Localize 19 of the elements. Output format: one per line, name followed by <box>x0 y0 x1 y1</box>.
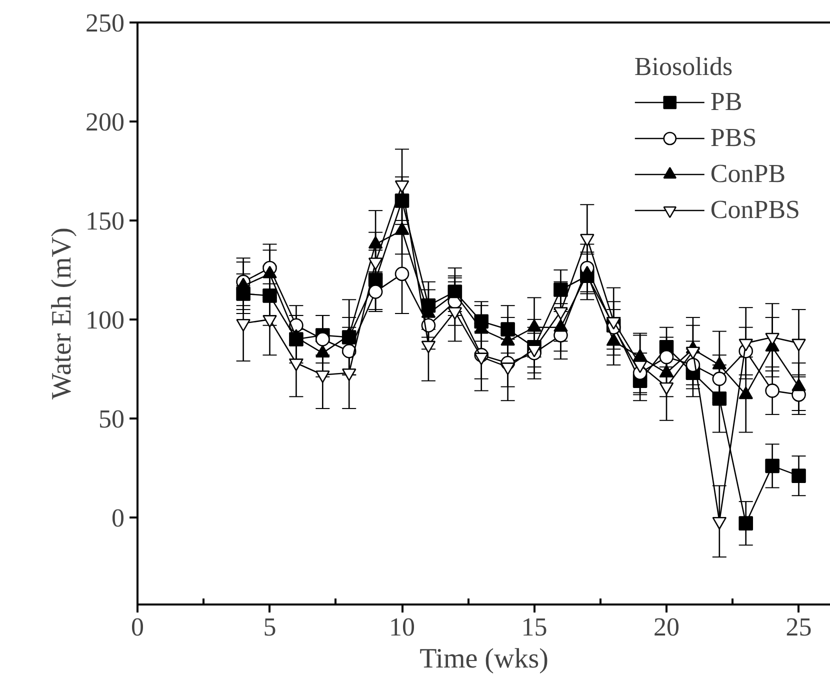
legend-label: PBS <box>710 123 757 153</box>
x-tick-label: 20 <box>654 612 680 642</box>
y-tick-label: 250 <box>86 8 124 38</box>
legend-title: Biosolids <box>634 52 734 82</box>
y-tick-label: 150 <box>86 206 124 236</box>
y-tick-label: 100 <box>86 305 124 334</box>
y-tick-label: 200 <box>86 107 124 136</box>
x-tick-label: 0 <box>131 612 144 642</box>
legend-label: PB <box>710 87 742 117</box>
legend-label: ConPB <box>710 159 786 189</box>
x-axis-title: Time (wks) <box>420 644 548 674</box>
y-tick-label: 50 <box>98 404 124 434</box>
x-tick-label: 10 <box>389 612 416 642</box>
y-axis-title: Water Eh (mV) <box>46 228 78 400</box>
x-tick-label: 5 <box>263 612 276 642</box>
legend-label: ConPBS <box>710 195 800 225</box>
x-tick-label: 25 <box>786 612 812 642</box>
x-tick-label: 15 <box>521 612 548 642</box>
y-tick-label: 0 <box>112 503 124 532</box>
